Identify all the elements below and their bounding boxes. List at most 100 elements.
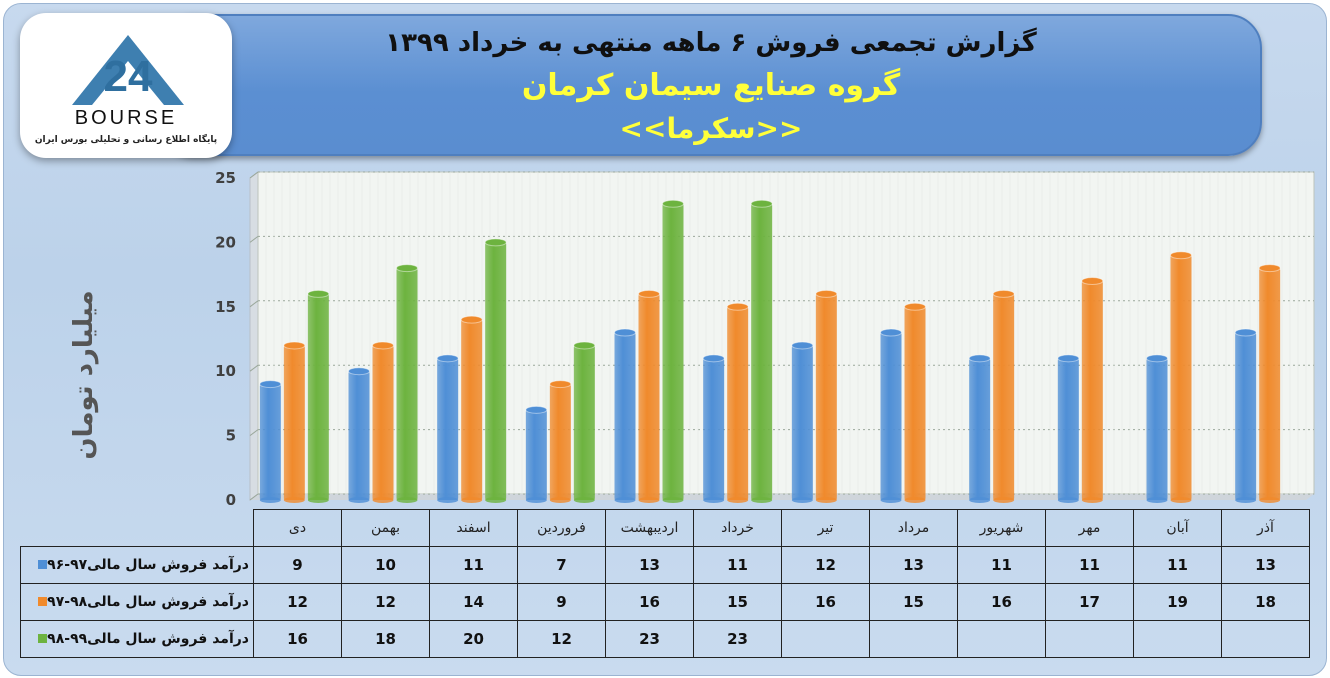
- bar: [1057, 354, 1080, 503]
- data-cell: [957, 619, 1046, 658]
- category-label: آبان: [1133, 509, 1222, 547]
- legend-swatch-icon: [38, 560, 48, 569]
- bar: [791, 341, 814, 503]
- data-cell: 17: [1045, 582, 1134, 621]
- bar: [1081, 277, 1104, 503]
- data-table: دی بهمن اسفند فروردین اردیبهشت خرداد تیر مرداد ش…: [20, 509, 1310, 658]
- plot-floor: [250, 494, 1314, 500]
- bar: [750, 199, 773, 503]
- gridline: [249, 364, 259, 372]
- data-cell: [781, 619, 870, 658]
- data-cell: 12: [253, 582, 342, 621]
- title-banner: گزارش تجمعی فروش ۶ ماهه منتهی به خرداد ۱…: [160, 14, 1262, 156]
- bar: [372, 341, 394, 503]
- data-cell: 20: [429, 619, 518, 658]
- data-cell: 11: [957, 545, 1046, 584]
- company-title: گروه صنایع سیمان کرمان: [521, 68, 901, 103]
- bar: [726, 302, 749, 503]
- data-cell: 15: [869, 582, 958, 621]
- category-label: مهر: [1045, 509, 1134, 547]
- bar: [573, 341, 596, 503]
- logo-tagline: پایگاه اطلاع رسانی و تحلیلی بورس ایران: [34, 135, 218, 145]
- bar: [968, 354, 991, 503]
- table-row: درآمد فروش سال مالی۹۷-۹۶ 9 10 11 7 13 11 12 13 11…: [20, 545, 1310, 584]
- y-tick-label: 10: [215, 362, 236, 380]
- bar: [259, 380, 282, 503]
- y-tick-label: 25: [215, 169, 236, 187]
- category-label: فروردین: [517, 509, 606, 547]
- data-cell: 13: [605, 545, 694, 584]
- bourse24-logo: 24 BOURSE پایگاه اطلاع رسانی و تحلیلی بو…: [20, 13, 232, 158]
- data-cell: 19: [1133, 582, 1222, 621]
- data-cell: [1045, 619, 1134, 658]
- bar: [904, 302, 926, 503]
- data-cell: 11: [1045, 545, 1134, 584]
- category-label: شهریور: [957, 509, 1046, 547]
- report-title: گزارش تجمعی فروش ۶ ماهه منتهی به خرداد ۱…: [385, 28, 1037, 58]
- bar: [549, 380, 572, 503]
- data-cell: 16: [781, 582, 870, 621]
- bar: [484, 238, 507, 503]
- plot-side-wall: [249, 171, 259, 501]
- data-cell: 16: [957, 582, 1046, 621]
- gridline: [249, 429, 259, 437]
- data-cell: [869, 619, 958, 658]
- gridline: [249, 493, 259, 501]
- data-cell: 9: [253, 545, 342, 584]
- data-cell: 12: [341, 582, 430, 621]
- bar: [815, 289, 838, 503]
- bar: [460, 315, 483, 503]
- category-label: دی: [253, 509, 342, 547]
- bar: [880, 328, 902, 503]
- bar: [283, 341, 306, 503]
- bar: [1170, 251, 1192, 503]
- bar: [992, 289, 1015, 503]
- category-label: بهمن: [341, 509, 430, 547]
- category-label: آذر: [1221, 509, 1310, 547]
- data-cell: 11: [693, 545, 782, 584]
- data-cell: 18: [1221, 582, 1310, 621]
- bar: [638, 289, 660, 503]
- data-cell: 9: [517, 582, 606, 621]
- data-cell: 23: [605, 619, 694, 658]
- series-legend-label: درآمد فروش سال مالی۹۷-۹۶: [20, 545, 254, 584]
- table-corner: [21, 510, 254, 547]
- bar: [525, 405, 548, 503]
- data-cell: 13: [869, 545, 958, 584]
- logo-mark-icon: 24: [72, 35, 184, 105]
- bar: [614, 328, 636, 503]
- y-tick-label: 5: [226, 427, 236, 445]
- data-cell: 11: [429, 545, 518, 584]
- bar: [1258, 264, 1281, 503]
- table-row: درآمد فروش سال مالی۹۸-۹۷ 12 12 14 9 16 15 16 15 1…: [20, 582, 1310, 621]
- category-label: تیر: [781, 509, 870, 547]
- logo-mark-text: 24: [104, 52, 153, 101]
- data-cell: 12: [781, 545, 870, 584]
- data-cell: 10: [341, 545, 430, 584]
- data-cell: 12: [517, 619, 606, 658]
- y-tick-label: 0: [226, 491, 236, 509]
- y-tick-label: 20: [215, 233, 236, 251]
- data-cell: 16: [253, 619, 342, 658]
- data-cell: 7: [517, 545, 606, 584]
- gridline: [249, 300, 259, 308]
- bar: [396, 264, 418, 503]
- gridline: [249, 171, 259, 179]
- bar: [307, 289, 330, 503]
- bar: [702, 354, 725, 503]
- y-tick-label: 15: [215, 298, 236, 316]
- data-cell: 14: [429, 582, 518, 621]
- series-legend-label: درآمد فروش سال مالی۹۸-۹۷: [20, 582, 254, 621]
- series-legend-label: درآمد فروش سال مالی۹۹-۹۸: [20, 619, 254, 658]
- data-cell: 18: [341, 619, 430, 658]
- bar: [1234, 328, 1257, 503]
- data-cell: [1133, 619, 1222, 658]
- category-label: اردیبهشت: [605, 509, 694, 547]
- logo-brand: BOURSE: [74, 107, 178, 129]
- table-row: درآمد فروش سال مالی۹۹-۹۸ 16 18 20 12 23 23: [20, 619, 1310, 658]
- gridline: [249, 235, 259, 243]
- legend-swatch-icon: [38, 597, 48, 606]
- bar: [436, 354, 459, 503]
